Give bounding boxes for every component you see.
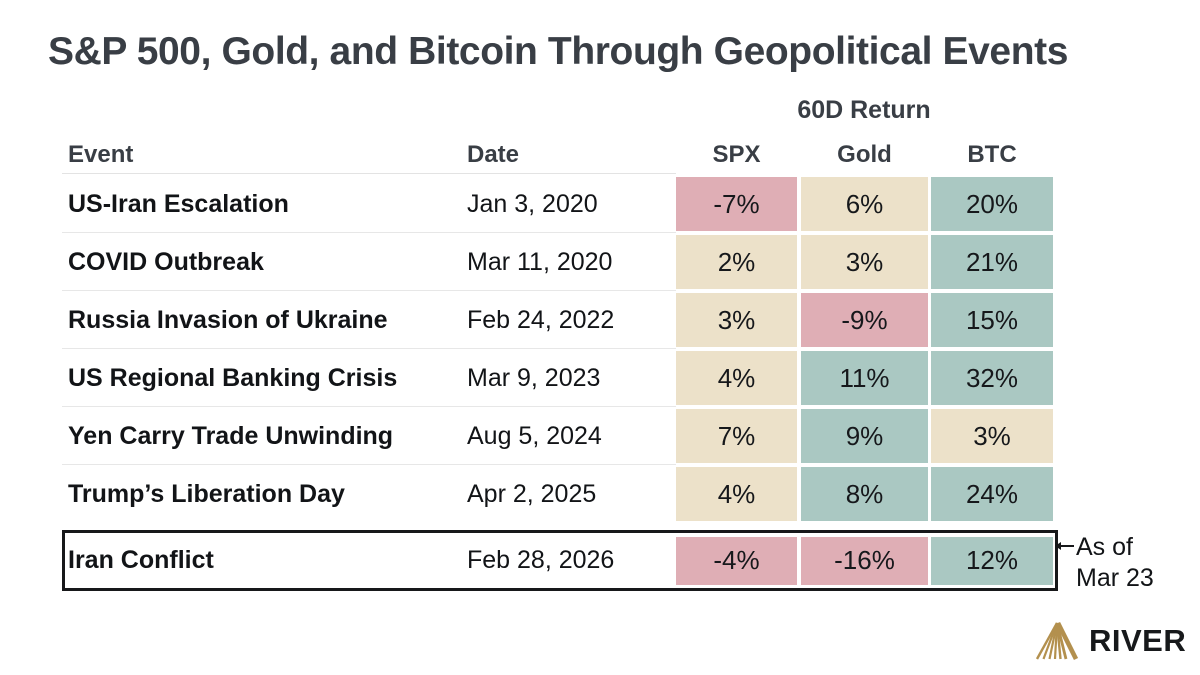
date-cell: Aug 5, 2024 (467, 421, 602, 450)
column-header-event: Event (68, 141, 134, 168)
gold-return-cell: 11% (801, 351, 928, 405)
date-cell: Mar 11, 2020 (467, 247, 613, 276)
event-cell: Yen Carry Trade Unwinding (68, 421, 394, 450)
group-header-60d-return: 60D Return (797, 96, 931, 124)
highlighted-row-box: Iran Conflict Feb 28, 2026 -4% -16% 12% (62, 530, 1058, 591)
date-cell: Apr 2, 2025 (467, 479, 597, 508)
event-cell: Trump’s Liberation Day (68, 479, 345, 508)
btc-return-cell: 24% (931, 467, 1053, 521)
event-cell: US-Iran Escalation (68, 189, 289, 218)
table-row: COVID Outbreak Mar 11, 2020 2% 3% 21% (62, 233, 1058, 291)
date-cell: Jan 3, 2020 (467, 189, 598, 218)
event-cell: Iran Conflict (68, 546, 214, 574)
river-logo: RIVER (1034, 620, 1186, 661)
page-title: S&P 500, Gold, and Bitcoin Through Geopo… (48, 30, 1068, 73)
gold-return-cell: -16% (801, 536, 928, 585)
btc-return-cell: 12% (931, 536, 1053, 585)
annotation-line-2: Mar 23 (1076, 564, 1154, 592)
gold-return-cell: 8% (801, 467, 928, 521)
spx-return-cell: 3% (676, 293, 797, 347)
event-cell: Russia Invasion of Ukraine (68, 305, 388, 334)
spx-return-cell: -4% (676, 536, 797, 585)
river-logo-icon (1034, 620, 1080, 661)
date-cell: Feb 28, 2026 (467, 546, 615, 574)
btc-return-cell: 3% (931, 409, 1053, 463)
gold-return-cell: 9% (801, 409, 928, 463)
gold-return-cell: 6% (801, 177, 928, 231)
spx-return-cell: 4% (676, 467, 797, 521)
spx-return-cell: 7% (676, 409, 797, 463)
table-row: US Regional Banking Crisis Mar 9, 2023 4… (62, 349, 1058, 407)
table-row: Trump’s Liberation Day Apr 2, 2025 4% 8%… (62, 465, 1058, 523)
spx-return-cell: 4% (676, 351, 797, 405)
date-cell: Feb 24, 2022 (467, 305, 615, 334)
column-header-btc: BTC (967, 141, 1017, 168)
table-row: Yen Carry Trade Unwinding Aug 5, 2024 7%… (62, 407, 1058, 465)
event-cell: COVID Outbreak (68, 247, 264, 276)
gold-return-cell: 3% (801, 235, 928, 289)
header-divider (62, 173, 676, 174)
btc-return-cell: 20% (931, 177, 1053, 231)
column-header-date: Date (467, 141, 520, 168)
btc-return-cell: 32% (931, 351, 1053, 405)
date-cell: Mar 9, 2023 (467, 363, 601, 392)
gold-return-cell: -9% (801, 293, 928, 347)
annotation-line-1: As of (1076, 533, 1133, 561)
column-header-gold: Gold (837, 141, 892, 168)
table-row: US-Iran Escalation Jan 3, 2020 -7% 6% 20… (62, 175, 1058, 233)
as-of-annotation: As of Mar 23 (1076, 532, 1154, 594)
spx-return-cell: -7% (676, 177, 797, 231)
river-logo-text: RIVER (1089, 622, 1187, 658)
column-header-spx: SPX (712, 141, 761, 168)
btc-return-cell: 15% (931, 293, 1053, 347)
btc-return-cell: 21% (931, 235, 1053, 289)
event-cell: US Regional Banking Crisis (68, 363, 398, 392)
annotation-connector-line (1055, 542, 1074, 550)
spx-return-cell: 2% (676, 235, 797, 289)
table-row: Russia Invasion of Ukraine Feb 24, 2022 … (62, 291, 1058, 349)
table-row-highlighted: Iran Conflict Feb 28, 2026 -4% -16% 12% (65, 533, 1055, 588)
